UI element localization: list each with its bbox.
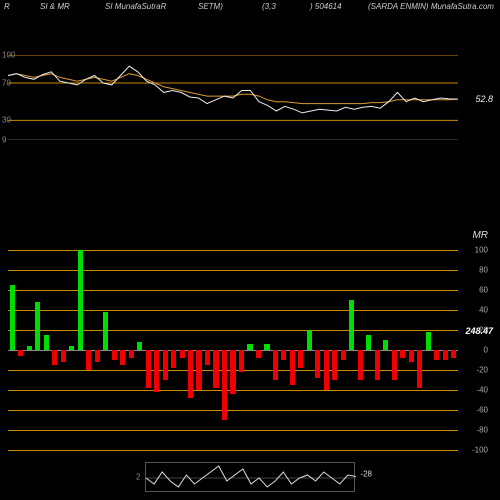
mr-bar bbox=[205, 350, 210, 365]
grid-line bbox=[8, 450, 458, 451]
mr-bar bbox=[409, 350, 414, 362]
hdr-6: ) 504614 bbox=[310, 2, 342, 11]
hdr-5: (3,3 bbox=[262, 2, 276, 11]
mr-bar bbox=[239, 350, 244, 372]
mini-oscillator-chart: 2 -28 bbox=[145, 462, 355, 492]
mr-bar bbox=[273, 350, 278, 380]
mr-bar bbox=[298, 350, 303, 368]
mr-bar bbox=[86, 350, 91, 370]
grid-line bbox=[8, 430, 458, 431]
mr-label: MR bbox=[472, 230, 488, 241]
mr-bar bbox=[129, 350, 134, 358]
grid-line bbox=[8, 330, 458, 331]
mr-bar bbox=[120, 350, 125, 365]
mr-bar bbox=[434, 350, 439, 360]
bot-y-tick: 0 bbox=[484, 346, 488, 355]
bot-y-tick: 80 bbox=[479, 266, 488, 275]
mr-bar-chart: MR -100-80-60-40-20020406080100 248.47 bbox=[8, 250, 458, 450]
top-y-tick: 9 bbox=[2, 136, 6, 145]
bot-y-tick: -80 bbox=[476, 426, 488, 435]
mr-bar bbox=[180, 350, 185, 358]
top-y-tick: 100 bbox=[2, 51, 15, 60]
mr-bar bbox=[171, 350, 176, 368]
mr-bar bbox=[256, 350, 261, 358]
mr-bar bbox=[61, 350, 66, 362]
grid-line bbox=[8, 290, 458, 291]
mini-left-label: 2 bbox=[136, 473, 140, 482]
mr-bar bbox=[341, 350, 346, 360]
selected-value-label: 248.47 bbox=[465, 326, 493, 336]
bot-y-tick: 100 bbox=[475, 246, 488, 255]
mr-bar bbox=[163, 350, 168, 380]
mr-bar bbox=[213, 350, 218, 388]
mini-svg bbox=[146, 463, 356, 493]
mr-bar bbox=[146, 350, 151, 388]
top-y-tick: 70 bbox=[2, 79, 11, 88]
mr-bar bbox=[103, 312, 108, 350]
hdr-7: (SARDA ENMIN) MunafaSutra.com bbox=[368, 2, 494, 11]
mr-bar bbox=[451, 350, 456, 358]
mr-bar bbox=[383, 340, 388, 350]
grid-line bbox=[8, 410, 458, 411]
top-y-tick: 30 bbox=[2, 116, 11, 125]
mr-bar bbox=[230, 350, 235, 394]
bot-y-tick: 60 bbox=[479, 286, 488, 295]
mr-bar bbox=[27, 346, 32, 350]
mr-bar bbox=[426, 332, 431, 350]
mr-bar bbox=[307, 330, 312, 350]
hdr-1: R bbox=[4, 2, 10, 11]
mr-bar bbox=[154, 350, 159, 392]
mr-bar bbox=[222, 350, 227, 420]
chart-header: R SI & MR SI MunafaSutraR SETM) (3,3 ) 5… bbox=[0, 2, 500, 16]
mr-bar bbox=[137, 342, 142, 350]
mr-bar bbox=[247, 344, 252, 350]
mr-bar bbox=[78, 250, 83, 350]
mr-bar bbox=[52, 350, 57, 365]
si-line-chart: 93070100 52.8 bbox=[8, 55, 458, 140]
grid-line bbox=[8, 270, 458, 271]
hdr-2: SI & MR bbox=[40, 2, 70, 11]
mr-bar bbox=[35, 302, 40, 350]
mr-bar bbox=[264, 344, 269, 350]
mr-bar bbox=[188, 350, 193, 398]
mr-bar bbox=[366, 335, 371, 350]
mr-bar bbox=[112, 350, 117, 360]
mr-bar bbox=[290, 350, 295, 385]
grid-line bbox=[8, 250, 458, 251]
grid-line bbox=[8, 310, 458, 311]
hdr-4: SETM) bbox=[198, 2, 223, 11]
hdr-3: SI MunafaSutraR bbox=[105, 2, 166, 11]
mr-bar bbox=[44, 335, 49, 350]
mr-bar bbox=[349, 300, 354, 350]
bot-y-tick: -60 bbox=[476, 406, 488, 415]
mr-bar bbox=[443, 350, 448, 360]
mr-bar bbox=[18, 350, 23, 356]
mr-bar bbox=[196, 350, 201, 390]
bot-y-tick: -40 bbox=[476, 386, 488, 395]
bot-y-tick: 40 bbox=[479, 306, 488, 315]
mr-bar bbox=[375, 350, 380, 380]
current-si-value: 52.8 bbox=[475, 94, 493, 104]
mr-bar bbox=[417, 350, 422, 388]
mini-right-label: -28 bbox=[360, 470, 372, 479]
mr-bar bbox=[315, 350, 320, 378]
bot-y-tick: -100 bbox=[472, 446, 488, 455]
mr-bar bbox=[332, 350, 337, 380]
si-chart-svg bbox=[8, 55, 458, 140]
mr-bar bbox=[400, 350, 405, 358]
mr-bar bbox=[10, 285, 15, 350]
mr-bar bbox=[324, 350, 329, 390]
bot-y-tick: -20 bbox=[476, 366, 488, 375]
mr-bar bbox=[95, 350, 100, 362]
mr-bar bbox=[392, 350, 397, 380]
mr-bar bbox=[358, 350, 363, 380]
mr-bar bbox=[281, 350, 286, 360]
mr-bar bbox=[69, 346, 74, 350]
